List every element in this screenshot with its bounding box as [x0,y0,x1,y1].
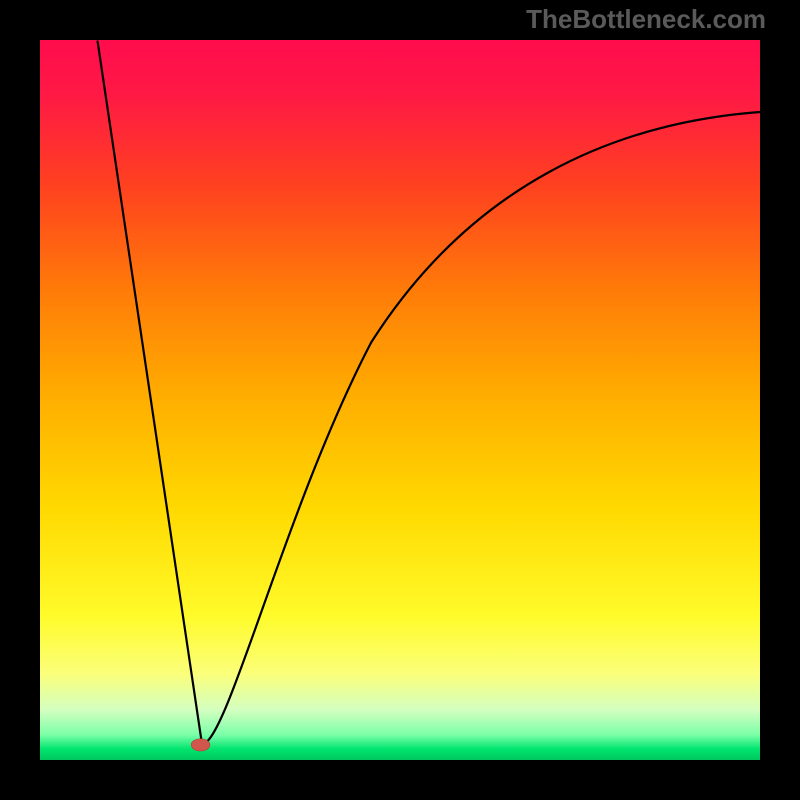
curve-overlay [0,0,800,800]
watermark-text: TheBottleneck.com [526,4,766,35]
minimum-marker [191,739,210,751]
bottleneck-curve [98,41,760,744]
chart-container: TheBottleneck.com [0,0,800,800]
